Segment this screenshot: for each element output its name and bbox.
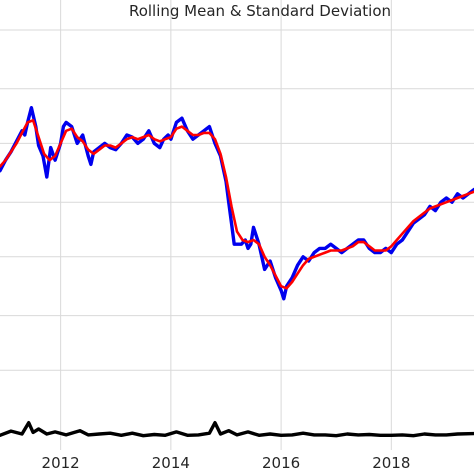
original-series-line: [0, 105, 474, 301]
x-tick-label-2016: 2016: [262, 454, 300, 472]
rolling-std-line: [0, 421, 474, 438]
series-lines: [0, 105, 474, 438]
x-tick-label-2014: 2014: [152, 454, 190, 472]
x-tick-label-2012: 2012: [42, 454, 80, 472]
x-tick-labels: 2012 2014 2016 2018: [42, 454, 411, 472]
rolling-mean-line: [0, 119, 474, 290]
x-tick-label-2018: 2018: [372, 454, 410, 472]
chart-title: Rolling Mean & Standard Deviation: [129, 2, 391, 20]
